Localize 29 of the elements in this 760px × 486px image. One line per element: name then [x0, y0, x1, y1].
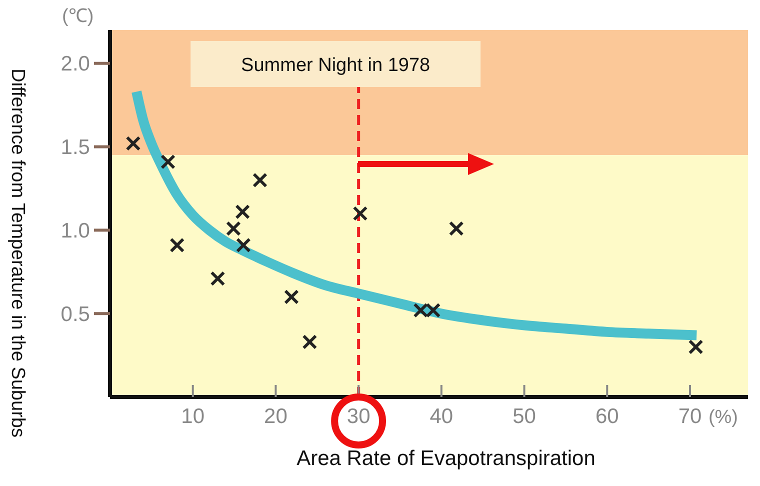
x-tick-label: 50 — [512, 405, 536, 428]
point — [352, 206, 368, 221]
x-tick-label: 10 — [181, 405, 205, 428]
point — [302, 334, 318, 350]
y-tick-label: 1.0 — [60, 220, 90, 243]
point — [235, 204, 250, 220]
y-tick-label: 0.5 — [60, 302, 90, 326]
point — [688, 339, 704, 354]
point — [160, 154, 176, 170]
y-axis-title: Difference from Temperature in the Suburbs — [7, 68, 28, 438]
text: (℃) — [62, 6, 94, 27]
x-axis-title: Area Rate of Evapotranspiration — [296, 447, 596, 470]
text: (%) — [708, 407, 738, 428]
point — [226, 221, 241, 236]
ref-line-label: Summer Night in 1978 — [241, 55, 430, 76]
x-tick-label: 60 — [595, 405, 619, 428]
x-tick-label: 70 — [678, 405, 702, 428]
x-tick-label: 40 — [430, 405, 454, 428]
point — [448, 221, 464, 236]
point — [210, 271, 226, 286]
point — [126, 136, 141, 151]
point — [252, 172, 268, 188]
x-tick-label: 30 — [346, 405, 370, 428]
point — [284, 289, 299, 304]
y-tick-label: 1.5 — [60, 136, 90, 160]
y-tick-label: 2.0 — [60, 52, 90, 76]
point — [236, 238, 251, 253]
point — [170, 238, 185, 253]
x-tick-label: 20 — [264, 405, 288, 428]
